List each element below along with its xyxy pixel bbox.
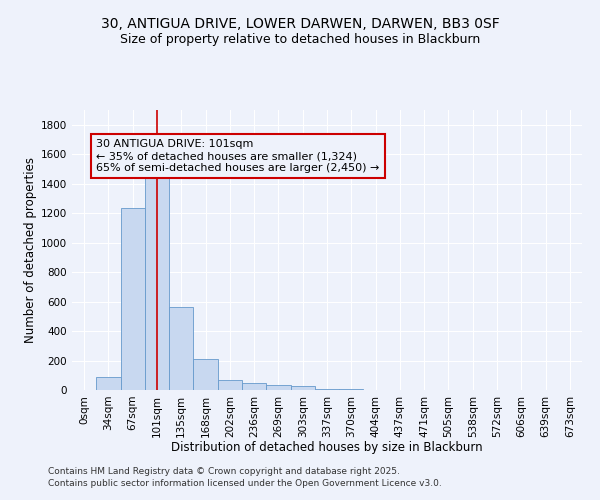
Bar	[266, 385, 290, 390]
Text: Contains HM Land Registry data © Crown copyright and database right 2025.: Contains HM Land Registry data © Crown c…	[48, 467, 400, 476]
X-axis label: Distribution of detached houses by size in Blackburn: Distribution of detached houses by size …	[171, 441, 483, 454]
Bar	[218, 380, 242, 390]
Text: 30, ANTIGUA DRIVE, LOWER DARWEN, DARWEN, BB3 0SF: 30, ANTIGUA DRIVE, LOWER DARWEN, DARWEN,…	[101, 18, 499, 32]
Bar	[169, 306, 193, 390]
Y-axis label: Number of detached properties: Number of detached properties	[24, 157, 37, 343]
Bar	[242, 384, 266, 390]
Bar	[145, 166, 169, 390]
Bar	[96, 376, 121, 390]
Bar	[290, 386, 315, 390]
Bar	[193, 359, 218, 390]
Text: 30 ANTIGUA DRIVE: 101sqm
← 35% of detached houses are smaller (1,324)
65% of sem: 30 ANTIGUA DRIVE: 101sqm ← 35% of detach…	[96, 140, 380, 172]
Bar	[315, 388, 339, 390]
Bar	[121, 208, 145, 390]
Text: Contains public sector information licensed under the Open Government Licence v3: Contains public sector information licen…	[48, 478, 442, 488]
Text: Size of property relative to detached houses in Blackburn: Size of property relative to detached ho…	[120, 32, 480, 46]
